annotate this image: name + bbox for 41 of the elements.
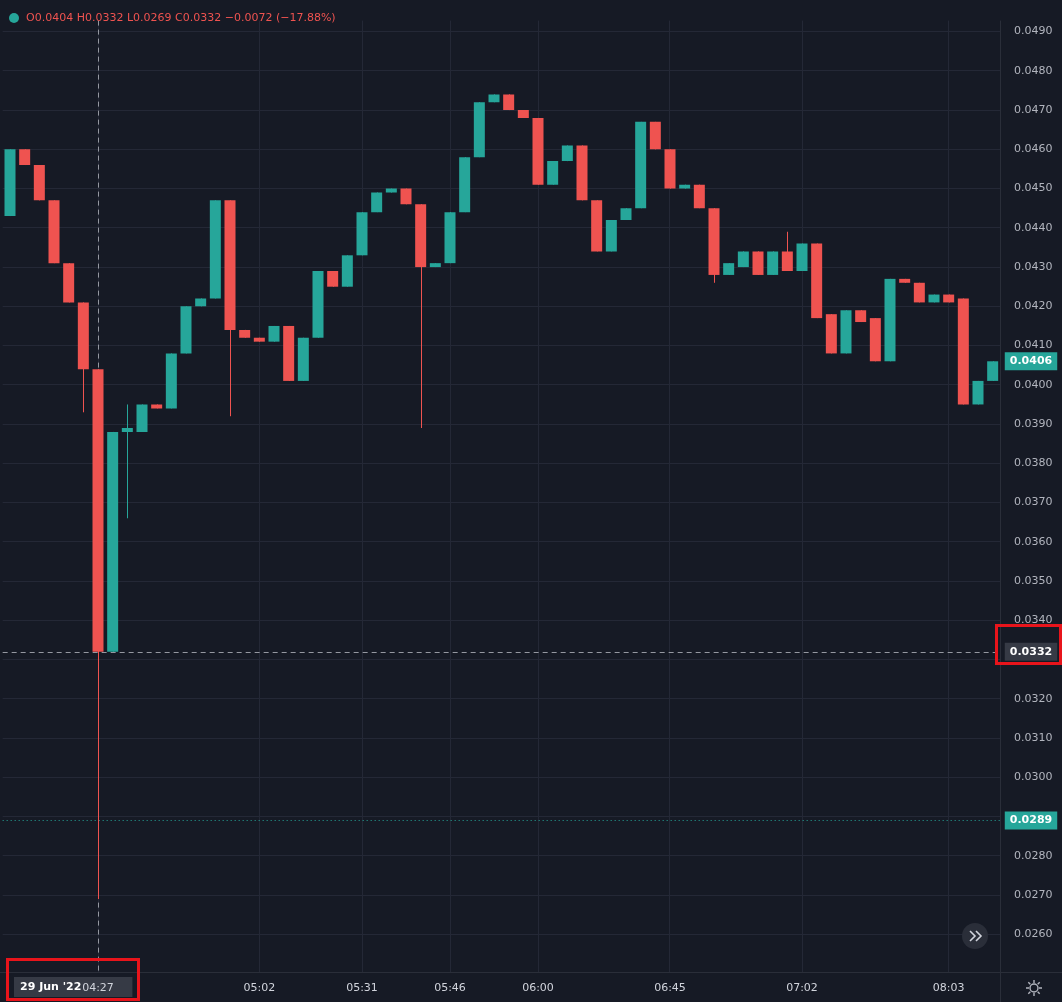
- x-tick-label: 04:27: [82, 981, 114, 995]
- y-tick-label: 0.0380: [1014, 456, 1053, 470]
- y-tick-label: 0.0450: [1014, 181, 1053, 195]
- x-tick-label: 05:31: [346, 981, 378, 995]
- x-tick-label: 06:45: [654, 981, 686, 995]
- y-tick-label: 0.0390: [1014, 416, 1053, 430]
- y-tick-label: 0.0310: [1014, 730, 1053, 744]
- candlestick: [121, 403, 133, 519]
- ref-line-label: 29 Jun '22: [20, 979, 82, 993]
- ref-line-label: 0.0289: [1009, 813, 1053, 827]
- y-tick-label: 0.0360: [1014, 534, 1053, 548]
- x-tick-label: 06:00: [522, 981, 554, 995]
- ref-line-label: 0.0332: [1009, 644, 1053, 658]
- chart-subtitle: O0.0404 H0.0332 L0.0269 C0.0332 −0.0072 (−17.88%): [26, 11, 336, 24]
- y-tick-label: 0.0280: [1014, 848, 1053, 862]
- y-tick-label: 0.0410: [1014, 338, 1053, 352]
- candlestick: [767, 250, 779, 276]
- y-tick-label: 0.0300: [1014, 770, 1053, 784]
- y-tick-label: 0.0270: [1014, 887, 1053, 901]
- candlestick: [987, 360, 999, 382]
- x-tick-label: 05:02: [243, 981, 276, 995]
- y-tick-label: 0.0260: [1014, 927, 1053, 941]
- candlestick: [752, 250, 764, 276]
- y-tick-label: 0.0320: [1014, 691, 1053, 705]
- y-tick-label: 0.0480: [1014, 63, 1053, 77]
- y-tick-label: 0.0340: [1014, 613, 1053, 627]
- candlestick: [547, 160, 559, 186]
- y-tick-label: 0.0420: [1014, 299, 1053, 313]
- y-tick-label: 0.0370: [1014, 495, 1053, 509]
- y-tick-label: 0.0400: [1014, 377, 1053, 391]
- x-tick-label: 08:03: [932, 981, 965, 995]
- text: 0.0406: [1009, 354, 1053, 368]
- candlestick: [781, 231, 793, 272]
- y-tick-label: 0.0490: [1014, 24, 1053, 38]
- y-tick-label: 0.0440: [1014, 220, 1053, 234]
- x-tick-label: 07:02: [786, 981, 818, 995]
- y-tick-label: 0.0350: [1014, 573, 1053, 587]
- x-tick-label: 05:46: [434, 981, 466, 995]
- y-tick-label: 0.0430: [1014, 259, 1053, 273]
- y-tick-label: 0.0470: [1014, 102, 1053, 116]
- y-tick-label: 0.0460: [1014, 142, 1053, 156]
